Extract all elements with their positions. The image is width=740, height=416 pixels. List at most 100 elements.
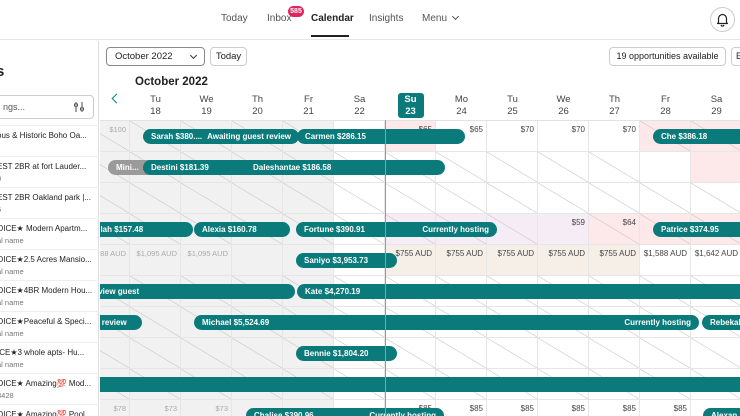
calendar-day-cell[interactable] bbox=[334, 183, 385, 214]
opportunities-button[interactable]: 19 opportunities available bbox=[609, 47, 726, 66]
calendar-day-cell[interactable] bbox=[232, 245, 283, 276]
calendar-day-cell[interactable] bbox=[100, 245, 130, 276]
calendar-day-cell[interactable] bbox=[436, 400, 487, 416]
calendar-day-cell[interactable] bbox=[589, 214, 640, 245]
nav-today[interactable]: Today bbox=[221, 13, 248, 24]
calendar-day-cell[interactable] bbox=[589, 121, 640, 152]
calendar-day-cell[interactable] bbox=[436, 183, 487, 214]
calendar-day-cell[interactable] bbox=[589, 183, 640, 214]
today-button[interactable]: Today bbox=[210, 47, 247, 66]
calendar-day-cell[interactable] bbox=[538, 400, 589, 416]
reservation-bar[interactable]: Daleshantae $186.58 bbox=[245, 160, 445, 175]
calendar-day-cell[interactable] bbox=[589, 245, 640, 276]
reservation-bar[interactable]: Review guest bbox=[100, 284, 295, 299]
reservation-bar[interactable]: est review bbox=[100, 315, 142, 330]
reservation-bar[interactable]: Sarah $380.... Awaiting guest review bbox=[143, 129, 299, 144]
calendar-day-cell[interactable] bbox=[385, 183, 436, 214]
calendar-day-cell[interactable] bbox=[100, 121, 130, 152]
listing-title: EST 2BR at fort Lauder... bbox=[0, 162, 87, 171]
listing-item[interactable]: ous & Historic Boho Oa... bbox=[0, 125, 99, 156]
calendar-day-cell[interactable] bbox=[487, 183, 538, 214]
calendar-day-cell[interactable] bbox=[691, 152, 740, 183]
nav-inbox[interactable]: Inbox bbox=[267, 13, 292, 24]
calendar-day-cell[interactable] bbox=[436, 121, 487, 152]
listing-item[interactable]: OICE★ Modern Apartm... al name bbox=[0, 218, 99, 249]
calendar-day-cell[interactable] bbox=[691, 245, 740, 276]
listing-item[interactable]: OICE★ Amazing💯 Pool...al name bbox=[0, 404, 99, 416]
reservation-bar[interactable]: Patrice $374.95 bbox=[653, 222, 740, 237]
reservation-bar[interactable] bbox=[100, 377, 740, 392]
calendar-day-cell[interactable] bbox=[181, 338, 232, 369]
listing-item[interactable]: OICE★Peaceful & Speci... al name bbox=[0, 311, 99, 342]
calendar-day-cell[interactable] bbox=[538, 152, 589, 183]
calendar-day-cell[interactable] bbox=[130, 245, 181, 276]
calendar-day-cell[interactable] bbox=[589, 400, 640, 416]
calendar-day-cell[interactable] bbox=[691, 183, 740, 214]
notifications-button[interactable] bbox=[710, 7, 735, 32]
listing-search-input[interactable] bbox=[0, 96, 71, 118]
edit-button[interactable]: E bbox=[731, 47, 740, 66]
calendar-day-cell[interactable] bbox=[640, 400, 691, 416]
calendar-day-cell[interactable] bbox=[181, 400, 232, 416]
calendar-day-cell[interactable] bbox=[640, 152, 691, 183]
listing-title: OICE★ Modern Apartm... bbox=[0, 224, 88, 233]
nav-insights[interactable]: Insights bbox=[369, 13, 404, 24]
calendar-day-cell[interactable] bbox=[640, 245, 691, 276]
calendar-day-cell[interactable] bbox=[130, 400, 181, 416]
reservation-bar[interactable]: Saniyo $3,953.73 bbox=[296, 253, 397, 268]
calendar-day-cell[interactable] bbox=[283, 183, 334, 214]
reservation-bar[interactable]: Alexan... bbox=[703, 408, 740, 416]
month-selector[interactable]: October 2022 bbox=[106, 47, 205, 66]
calendar-day-cell[interactable] bbox=[589, 152, 640, 183]
calendar-day-cell[interactable] bbox=[487, 400, 538, 416]
reservation-bar[interactable]: Michael $5,524.69 Currently hosting bbox=[194, 315, 699, 330]
calendar-day-cell[interactable] bbox=[487, 245, 538, 276]
day-header: We 26 bbox=[538, 94, 589, 117]
calendar-day-cell[interactable] bbox=[181, 245, 232, 276]
calendar-day-cell[interactable] bbox=[487, 121, 538, 152]
reservation-bar[interactable]: Alexia $160.78 bbox=[194, 222, 290, 237]
calendar-day-cell[interactable] bbox=[100, 338, 130, 369]
calendar-day-cell[interactable] bbox=[640, 338, 691, 369]
calendar-day-cell[interactable] bbox=[100, 400, 130, 416]
calendar-day-cell[interactable] bbox=[487, 152, 538, 183]
reservation-bar[interactable]: Fortune $390.91 Currently hosting bbox=[296, 222, 497, 237]
calendar-day-cell[interactable] bbox=[538, 121, 589, 152]
calendar-day-cell[interactable] bbox=[436, 338, 487, 369]
listing-item[interactable]: OICE★ Amazing💯 Mod... 3428 bbox=[0, 373, 99, 404]
listing-title: OICE★2.5 Acres Mansio... bbox=[0, 255, 92, 264]
listing-item[interactable]: ICE★3 whole apts- Hu... al name bbox=[0, 342, 99, 373]
calendar-day-cell[interactable] bbox=[436, 245, 487, 276]
calendar-day-cell[interactable] bbox=[538, 338, 589, 369]
calendar-day-cell[interactable] bbox=[130, 183, 181, 214]
reservation-bar[interactable]: Che $386.18 bbox=[653, 129, 740, 144]
listing-item[interactable]: EST 2BR at fort Lauder... 0 bbox=[0, 156, 99, 187]
day-header: Sa 29 bbox=[691, 94, 740, 117]
listing-item[interactable]: OICE★2.5 Acres Mansio... al name bbox=[0, 249, 99, 280]
reservation-bar[interactable]: Nallah $157.48 bbox=[100, 222, 193, 237]
calendar-day-cell[interactable] bbox=[538, 245, 589, 276]
calendar-day-cell[interactable] bbox=[100, 183, 130, 214]
calendar-day-cell[interactable] bbox=[640, 183, 691, 214]
nav-calendar[interactable]: Calendar bbox=[311, 13, 354, 24]
calendar-day-cell[interactable] bbox=[589, 338, 640, 369]
previous-dates-icon[interactable] bbox=[111, 93, 122, 104]
calendar-day-cell[interactable] bbox=[130, 338, 181, 369]
reservation-bar[interactable]: Carmen $286.15 bbox=[297, 129, 465, 144]
reservation-bar[interactable]: Rebekah bbox=[702, 315, 740, 330]
calendar-day-cell[interactable] bbox=[181, 183, 232, 214]
reservation-bar[interactable]: Chalise $390.96 Currently hosting bbox=[246, 408, 444, 416]
calendar-day-cell[interactable] bbox=[232, 183, 283, 214]
filter-sliders-icon[interactable] bbox=[73, 101, 85, 113]
listing-item[interactable]: OICE★4BR Modern Hou... al name bbox=[0, 280, 99, 311]
nav-menu[interactable]: Menu bbox=[422, 12, 460, 24]
reservation-bar[interactable]: Bennie $1,804.20 bbox=[296, 346, 397, 361]
reservation-bar[interactable]: Kate $4,270.19 bbox=[297, 284, 740, 299]
calendar-day-cell[interactable] bbox=[487, 338, 538, 369]
calendar-day-cell[interactable] bbox=[538, 214, 589, 245]
listing-item[interactable]: EST 2BR Oakland park |... 5 bbox=[0, 187, 99, 218]
calendar-day-cell[interactable] bbox=[538, 183, 589, 214]
calendar-day-cell[interactable] bbox=[691, 338, 740, 369]
calendar-day-cell[interactable] bbox=[232, 338, 283, 369]
day-of-week: Su bbox=[404, 94, 417, 105]
